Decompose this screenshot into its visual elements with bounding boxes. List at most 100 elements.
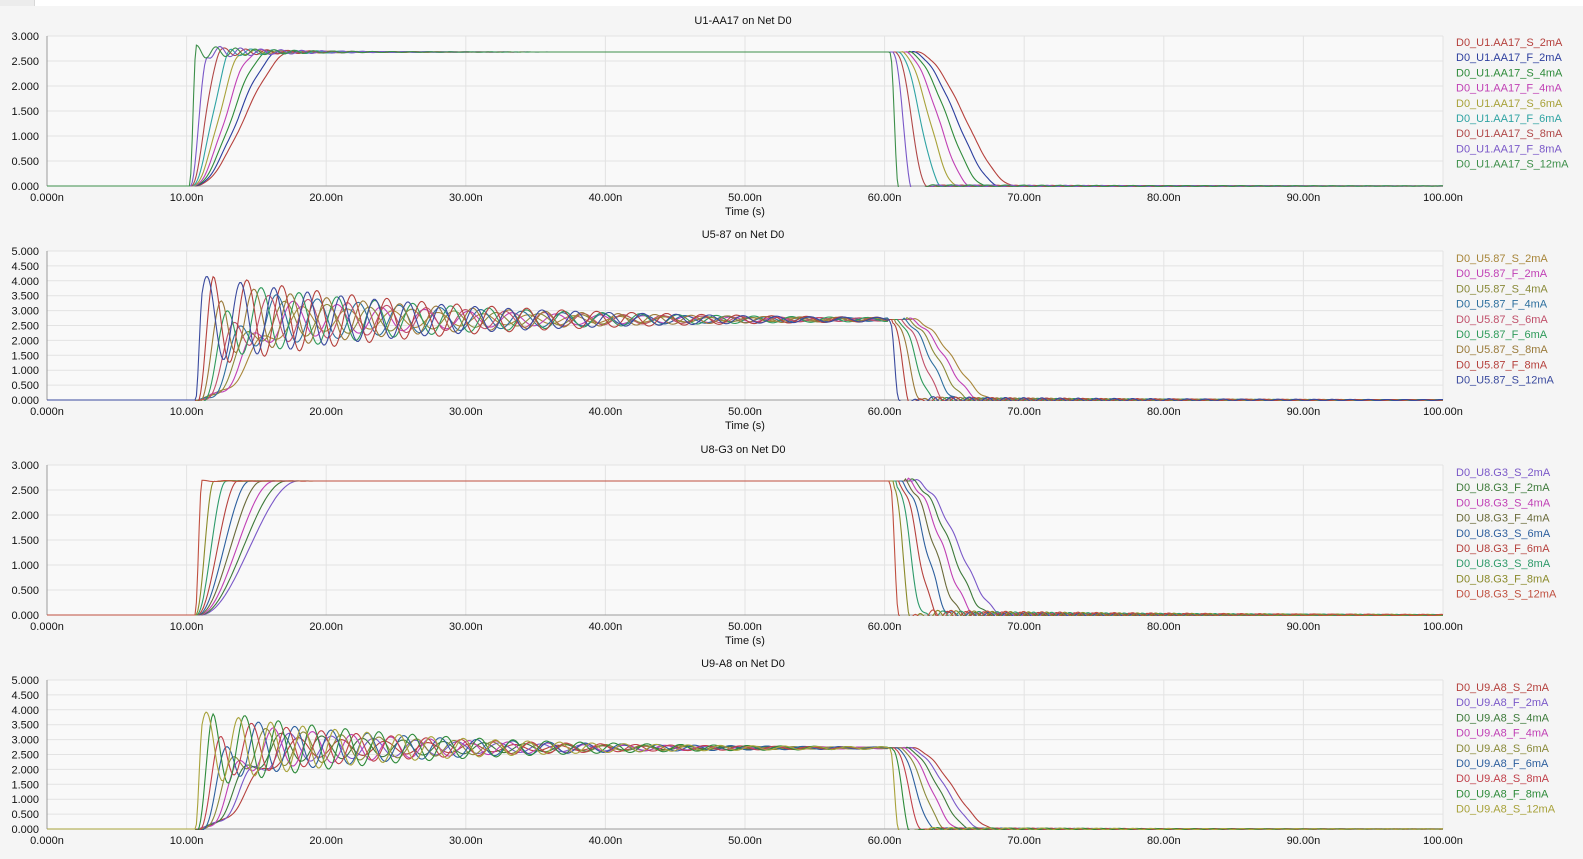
y-tick-label: 1.500	[11, 350, 39, 362]
chart-panel-4: U9-A8 on Net D0 5.000 4.500 4.000 3.500 3.000…	[11, 658, 1555, 847]
trace-D0_U9.A8_S_12mA	[47, 711, 1443, 830]
legend-entry[interactable]: D0_U1.AA17_S_12mA	[1456, 159, 1569, 171]
chart-title: U8-G3 on Net D0	[701, 444, 786, 456]
x-tick-label: 10.00n	[170, 192, 204, 204]
x-tick-label: 80.00n	[1147, 835, 1181, 847]
trace-D0_U5.87_F_8mA	[47, 275, 1443, 401]
legend-entry[interactable]: D0_U5.87_F_6mA	[1456, 329, 1548, 341]
legend-entry[interactable]: D0_U9.A8_S_6mA	[1456, 743, 1550, 755]
y-tick-label: 1.500	[11, 535, 39, 547]
x-tick-label: 10.00n	[170, 835, 204, 847]
legend-entry[interactable]: D0_U8.G3_S_12mA	[1456, 589, 1557, 601]
chart-panel-1: U1-AA17 on Net D0 3.000 2.500 2.000 1.500 1.0…	[11, 15, 1569, 218]
y-tick-label: 0.500	[11, 585, 39, 597]
legend-entry[interactable]: D0_U9.A8_F_6mA	[1456, 758, 1549, 770]
legend-entry[interactable]: D0_U8.G3_F_4mA	[1456, 513, 1550, 525]
y-tick-label: 4.000	[11, 705, 39, 717]
legend-entry[interactable]: D0_U8.G3_F_8mA	[1456, 573, 1550, 585]
legend-entry[interactable]: D0_U1.AA17_S_8mA	[1456, 128, 1563, 140]
y-tick-label: 3.000	[11, 31, 39, 43]
y-tick-label: 5.000	[11, 246, 39, 258]
x-tick-label: 100.00n	[1423, 192, 1463, 204]
legend-entry[interactable]: D0_U9.A8_F_8mA	[1456, 788, 1549, 800]
x-tick-label: 60.00n	[868, 406, 902, 418]
x-tick-label: 50.00n	[728, 835, 762, 847]
x-tick-label: 60.00n	[868, 835, 902, 847]
traces	[47, 711, 1443, 830]
legend-entry[interactable]: D0_U5.87_S_6mA	[1456, 314, 1548, 326]
x-tick-label: 80.00n	[1147, 621, 1181, 633]
x-axis-label: Time (s)	[725, 420, 765, 432]
y-tick-label: 1.000	[11, 131, 39, 143]
legend-entry[interactable]: D0_U8.G3_F_6mA	[1456, 543, 1550, 555]
x-tick-label: 90.00n	[1287, 192, 1321, 204]
legend-entry[interactable]: D0_U1.AA17_F_4mA	[1456, 83, 1562, 95]
legend-entry[interactable]: D0_U9.A8_S_8mA	[1456, 773, 1550, 785]
traces	[47, 477, 1443, 616]
x-tick-label: 90.00n	[1287, 621, 1321, 633]
legend-entry[interactable]: D0_U9.A8_S_2mA	[1456, 682, 1550, 694]
legend-entry[interactable]: D0_U1.AA17_S_2mA	[1456, 37, 1563, 49]
x-tick-label: 30.00n	[449, 192, 483, 204]
legend-entry[interactable]: D0_U8.G3_F_2mA	[1456, 482, 1550, 494]
x-tick-label: 60.00n	[868, 192, 902, 204]
x-tick-label: 40.00n	[589, 192, 623, 204]
y-tick-label: 0.000	[11, 181, 39, 193]
legend-entry[interactable]: D0_U8.G3_S_8mA	[1456, 558, 1551, 570]
x-tick-label: 0.000n	[30, 621, 64, 633]
toolbar-tab[interactable]	[0, 0, 35, 6]
legend-entry[interactable]: D0_U9.A8_S_4mA	[1456, 712, 1550, 724]
chart-title: U9-A8 on Net D0	[701, 658, 785, 670]
legend-entry[interactable]: D0_U8.G3_S_4mA	[1456, 497, 1551, 509]
x-tick-label: 10.00n	[170, 621, 204, 633]
x-tick-label: 100.00n	[1423, 835, 1463, 847]
legend-entry[interactable]: D0_U8.G3_S_6mA	[1456, 528, 1551, 540]
legend-entry[interactable]: D0_U1.AA17_F_2mA	[1456, 52, 1562, 64]
y-tick-label: 4.000	[11, 276, 39, 288]
x-tick-label: 80.00n	[1147, 406, 1181, 418]
trace-D0_U1.AA17_S_12mA	[47, 44, 1443, 187]
x-tick-label: 70.00n	[1007, 406, 1041, 418]
x-tick-label: 50.00n	[728, 192, 762, 204]
y-tick-label: 0.000	[11, 610, 39, 622]
legend: D0_U8.G3_S_2mA D0_U8.G3_F_2mA D0_U8.G3_S_4…	[1456, 467, 1557, 601]
legend-entry[interactable]: D0_U9.A8_F_4mA	[1456, 728, 1549, 740]
y-tick-label: 3.000	[11, 735, 39, 747]
legend-entry[interactable]: D0_U5.87_S_12mA	[1456, 375, 1555, 387]
y-tick-label: 1.000	[11, 560, 39, 572]
y-tick-label: 0.000	[11, 395, 39, 407]
y-tick-label: 0.500	[11, 156, 39, 168]
legend-entry[interactable]: D0_U9.A8_F_2mA	[1456, 697, 1549, 709]
y-tick-label: 3.500	[11, 291, 39, 303]
trace-D0_U5.87_S_12mA	[47, 276, 1443, 401]
legend-entry[interactable]: D0_U5.87_F_2mA	[1456, 268, 1548, 280]
chart-panel-3: U8-G3 on Net D0 3.000 2.500 2.000 1.500 1.000…	[11, 444, 1556, 647]
x-tick-label: 10.00n	[170, 406, 204, 418]
y-tick-label: 1.500	[11, 779, 39, 791]
legend-entry[interactable]: D0_U5.87_F_4mA	[1456, 299, 1548, 311]
y-tick-label: 2.500	[11, 56, 39, 68]
legend-entry[interactable]: D0_U1.AA17_S_4mA	[1456, 67, 1563, 79]
legend-entry[interactable]: D0_U1.AA17_F_8mA	[1456, 143, 1562, 155]
x-tick-label: 60.00n	[868, 621, 902, 633]
legend-entry[interactable]: D0_U5.87_S_4mA	[1456, 283, 1548, 295]
legend-entry[interactable]: D0_U5.87_S_8mA	[1456, 344, 1548, 356]
x-tick-label: 30.00n	[449, 835, 483, 847]
x-tick-label: 0.000n	[30, 192, 64, 204]
legend-entry[interactable]: D0_U8.G3_S_2mA	[1456, 467, 1551, 479]
x-tick-label: 0.000n	[30, 835, 64, 847]
x-tick-label: 100.00n	[1423, 406, 1463, 418]
x-tick-label: 20.00n	[309, 621, 343, 633]
legend-entry[interactable]: D0_U9.A8_S_12mA	[1456, 804, 1556, 816]
legend-entry[interactable]: D0_U1.AA17_S_6mA	[1456, 98, 1563, 110]
legend-entry[interactable]: D0_U5.87_S_2mA	[1456, 253, 1548, 265]
legend-entry[interactable]: D0_U1.AA17_F_6mA	[1456, 113, 1562, 125]
x-tick-label: 20.00n	[309, 192, 343, 204]
x-axis-label: Time (s)	[725, 635, 765, 647]
legend-entry[interactable]: D0_U5.87_F_8mA	[1456, 359, 1548, 371]
x-tick-label: 30.00n	[449, 621, 483, 633]
x-tick-label: 80.00n	[1147, 192, 1181, 204]
chart-panel-2: U5-87 on Net D0 5.000 4.500 4.000 3.500 3.000…	[11, 229, 1554, 432]
x-axis-label: Time (s)	[725, 206, 765, 218]
